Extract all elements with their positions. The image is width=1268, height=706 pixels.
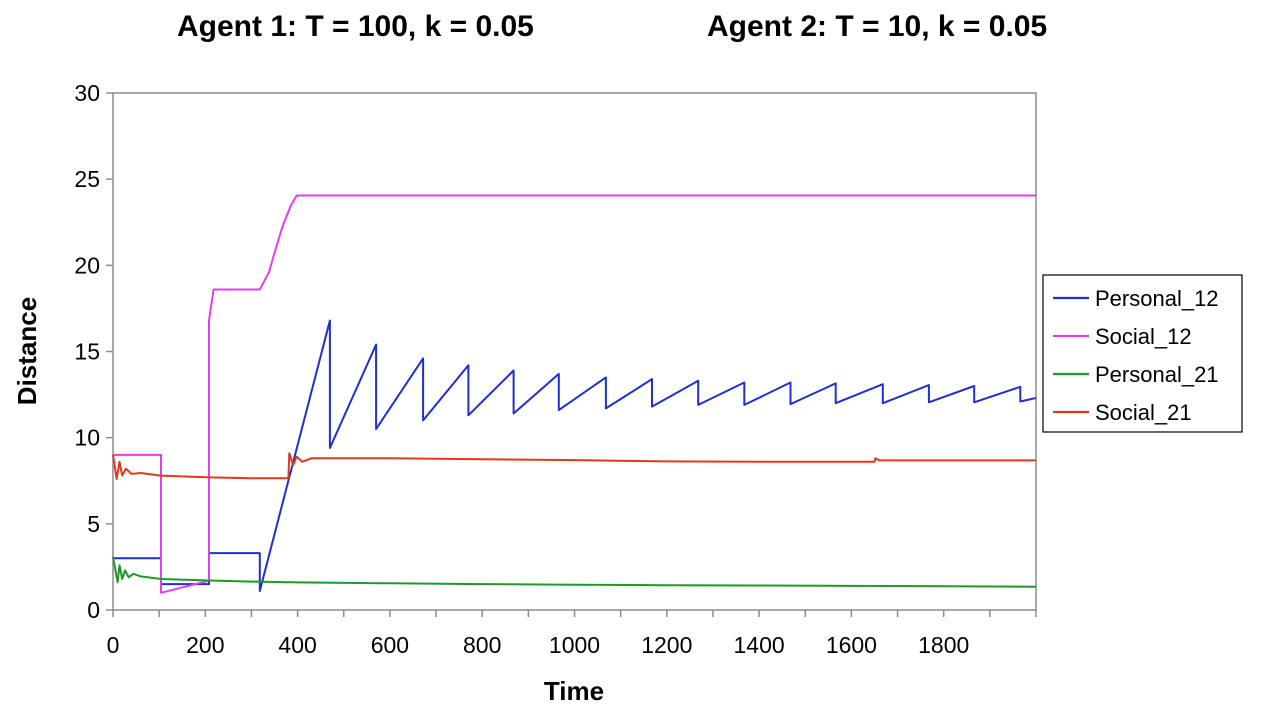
y-tick-label: 15 <box>74 339 100 365</box>
legend: Personal_12 Social_12 Personal_21 Social_21 <box>1042 274 1243 433</box>
x-tick-label: 0 <box>107 632 120 658</box>
x-tick-label: 600 <box>371 632 409 658</box>
x-tick-label: 1400 <box>734 632 785 658</box>
y-tick-label: 5 <box>87 511 100 537</box>
y-tick-label: 20 <box>74 252 100 278</box>
y-axis: 0 5 10 15 20 25 30 <box>74 80 113 623</box>
series-line-social-12 <box>113 194 1036 594</box>
series-line-personal-12 <box>113 319 1037 592</box>
series-lines <box>112 194 1037 594</box>
y-tick-label: 30 <box>74 80 100 106</box>
chart-title-right: Agent 2: T = 10, k = 0.05 <box>707 10 1048 43</box>
y-tick-label: 10 <box>74 425 100 451</box>
y-tick-label: 0 <box>87 597 100 623</box>
x-tick-label: 1600 <box>826 632 877 658</box>
legend-label: Personal_12 <box>1095 286 1219 311</box>
legend-box <box>1042 274 1243 433</box>
y-tick-label: 25 <box>74 166 100 192</box>
x-axis-title: Time <box>544 676 604 706</box>
legend-label: Social_21 <box>1095 400 1192 425</box>
x-tick-label: 800 <box>463 632 501 658</box>
x-tick-label: 1000 <box>549 632 600 658</box>
x-tick-label: 1800 <box>918 632 969 658</box>
x-tick-label: 400 <box>278 632 316 658</box>
y-axis-title: Distance <box>12 297 42 405</box>
x-tick-label: 200 <box>186 632 224 658</box>
chart-title-left: Agent 1: T = 100, k = 0.05 <box>177 10 534 43</box>
plot-area <box>112 92 1037 611</box>
series-line-personal-21 <box>112 556 1037 588</box>
series-line-social-21 <box>112 452 1036 480</box>
x-tick-label: 1200 <box>641 632 692 658</box>
legend-label: Personal_21 <box>1095 362 1219 387</box>
legend-label: Social_12 <box>1095 324 1192 349</box>
x-axis: 0 200 400 600 800 1000 1200 1400 1600 1800 <box>107 610 1037 658</box>
